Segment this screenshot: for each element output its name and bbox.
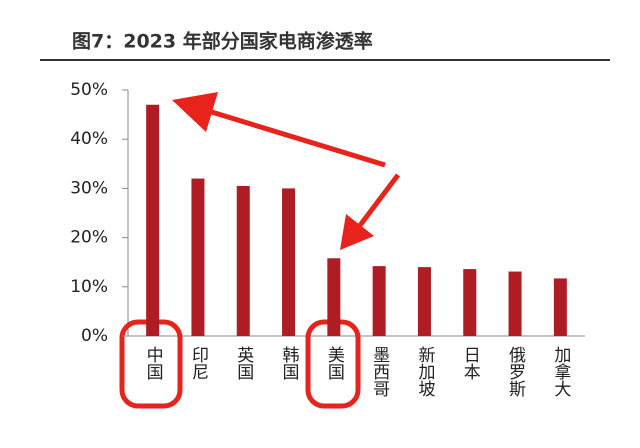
- bar: [463, 269, 477, 336]
- y-tick-label: 20%: [70, 228, 108, 248]
- bar: [236, 185, 250, 336]
- x-tick-label: 美国: [324, 346, 345, 380]
- arrowhead: [172, 92, 218, 132]
- x-tick-label: 新加坡: [414, 346, 435, 397]
- y-tick-label: 10%: [70, 277, 108, 297]
- bar: [553, 278, 567, 336]
- x-tick-label: 印尼: [188, 346, 209, 380]
- x-tick-label: 韩国: [279, 346, 300, 380]
- x-tick-label: 英国: [233, 346, 254, 380]
- x-tick-label: 加拿大: [550, 346, 571, 397]
- y-tick-label: 30%: [70, 178, 108, 198]
- bar: [417, 267, 431, 336]
- bar: [146, 104, 160, 336]
- bar: [191, 178, 205, 336]
- bar: [282, 188, 296, 336]
- x-tick-label: 墨西哥: [369, 346, 390, 397]
- annotations: [119, 107, 400, 409]
- x-tick-label: 日本: [460, 346, 481, 380]
- y-tick-label: 0%: [81, 326, 108, 346]
- y-tick-label: 40%: [70, 129, 108, 149]
- bar: [508, 271, 522, 336]
- x-tick-label: 中国: [143, 346, 163, 380]
- arrow: [356, 173, 400, 230]
- bar: [327, 258, 341, 336]
- bar: [372, 266, 386, 336]
- arrow: [204, 107, 386, 168]
- arrowhead: [340, 214, 374, 250]
- x-tick-label: 俄罗斯: [505, 346, 526, 398]
- y-tick-label: 50%: [70, 80, 108, 100]
- chart-title: 图7：2023 年部分国家电商渗透率: [72, 30, 373, 53]
